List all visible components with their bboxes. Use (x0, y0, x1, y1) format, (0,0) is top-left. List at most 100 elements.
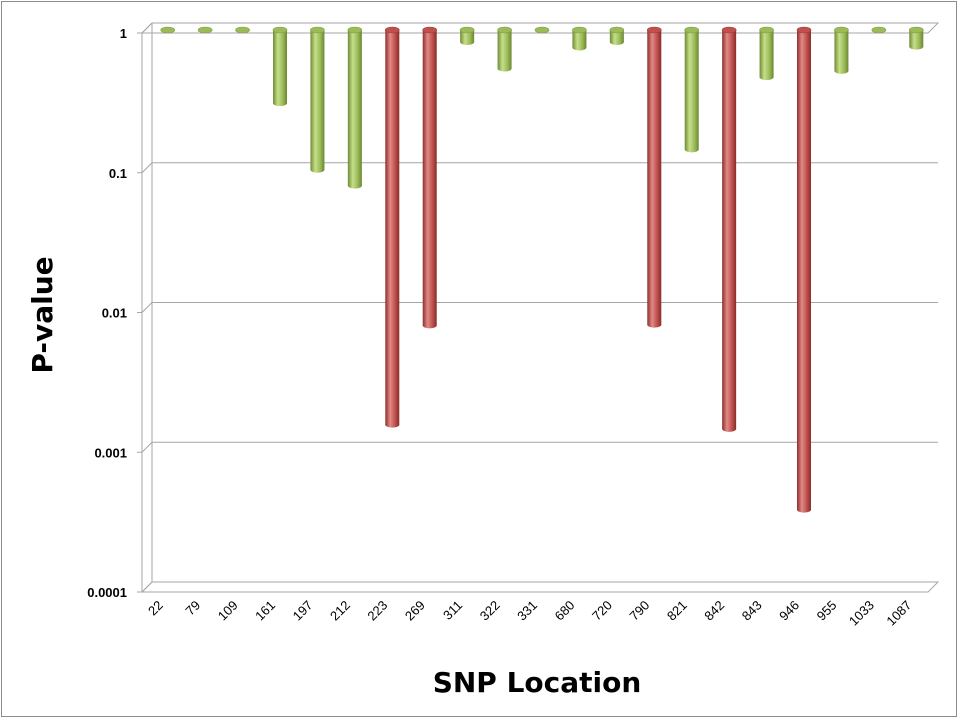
x-tick-label: 946 (776, 598, 802, 624)
bar-end (497, 65, 512, 72)
x-tick-label: 1087 (883, 598, 914, 629)
bar (534, 26, 550, 34)
bar (572, 26, 587, 51)
bar-cap (497, 26, 512, 34)
bar-end (909, 43, 924, 50)
bar-cap (572, 26, 587, 34)
bars (160, 26, 924, 513)
bar-body (422, 30, 437, 326)
bar-end (797, 506, 811, 513)
x-tick-label: 322 (477, 598, 503, 624)
bar-end (572, 44, 587, 51)
x-tick-label: 680 (552, 598, 578, 624)
bar-body (572, 30, 587, 48)
x-tick-label: 790 (626, 598, 652, 624)
bar (796, 26, 812, 513)
bar-end (609, 39, 624, 46)
bar-body (759, 30, 774, 78)
y-tick-label: 0.1 (109, 166, 127, 181)
bar-cap (272, 26, 288, 34)
x-tick-label: 79 (182, 598, 203, 619)
bar (197, 26, 213, 34)
bar (609, 26, 625, 46)
bar-body (385, 30, 400, 425)
bar (684, 26, 700, 153)
grid-lines (137, 22, 940, 593)
bar-cap (197, 26, 213, 34)
bar-cap (871, 26, 887, 34)
bar-body (722, 30, 737, 429)
x-tick-label: 311 (440, 598, 465, 623)
x-tick-label: 331 (514, 598, 540, 624)
bar-end (310, 166, 325, 173)
bar-end (834, 67, 849, 74)
bar-body (684, 30, 699, 150)
bar-cap (684, 26, 700, 34)
x-tick-label: 1033 (846, 598, 877, 629)
x-tick-labels: 22 79 109 161 197 212 223 269 311 322 331 680 720 790… (145, 598, 914, 629)
bar (871, 26, 887, 34)
x-tick-label: 109 (215, 598, 241, 624)
y-tick-label: 0.01 (102, 306, 127, 321)
top-plane (140, 22, 940, 34)
bar (721, 26, 737, 432)
x-tick-label: 269 (402, 598, 428, 624)
y-axis-title: P-value (26, 256, 59, 373)
bar-cap (160, 26, 176, 34)
bar-end (647, 321, 662, 328)
y-tick-label: 0.001 (94, 445, 127, 460)
x-tick-label: 223 (364, 598, 390, 624)
bar-body (347, 30, 362, 186)
bar (422, 26, 438, 329)
bar (160, 26, 176, 34)
bar-cap (721, 26, 737, 34)
bar-end (385, 421, 400, 428)
y-tick-labels: 1 0.1 0.01 0.001 0.0001 (87, 26, 127, 600)
x-tick-label: 22 (145, 598, 166, 619)
bar-cap (235, 26, 250, 34)
bar (310, 26, 325, 173)
bar-cap (534, 26, 550, 34)
gridline-depth (141, 162, 153, 174)
bar-end (722, 425, 737, 432)
bar-cap (384, 26, 400, 34)
bar-cap (347, 26, 363, 34)
gridline-depth (141, 302, 153, 313)
gridline-depth (141, 441, 153, 453)
bar-end (347, 182, 362, 189)
bar (459, 26, 475, 46)
bar-cap (422, 26, 438, 34)
bar-cap (609, 26, 625, 34)
bar-end (422, 322, 437, 329)
bar-body (909, 30, 924, 47)
bar-cap (310, 26, 325, 34)
x-tick-label: 161 (252, 598, 278, 624)
bar-cap (459, 26, 475, 34)
x-tick-label: 843 (739, 598, 765, 624)
bar (272, 26, 288, 107)
x-tick-label: 821 (664, 598, 690, 624)
bar (646, 26, 662, 328)
x-tick-label: 955 (814, 598, 840, 624)
bar (759, 26, 774, 81)
bar (908, 26, 924, 50)
bar-body (310, 30, 325, 170)
bar-cap (834, 26, 849, 34)
bar-body (647, 30, 662, 325)
bar-cap (759, 26, 774, 34)
bar (384, 26, 400, 428)
bar-end (684, 146, 699, 153)
bar-body (834, 30, 849, 71)
bar-cap (796, 26, 812, 34)
x-tick-label: 720 (589, 598, 615, 624)
bar (497, 26, 512, 72)
bar-body (497, 30, 512, 69)
bar-cap (908, 26, 924, 34)
x-axis-title: SNP Location (433, 666, 642, 699)
bar-end (759, 74, 774, 81)
bar (347, 26, 363, 189)
bar-end (273, 100, 287, 107)
bar-end (460, 39, 475, 46)
bar-cap (646, 26, 662, 34)
